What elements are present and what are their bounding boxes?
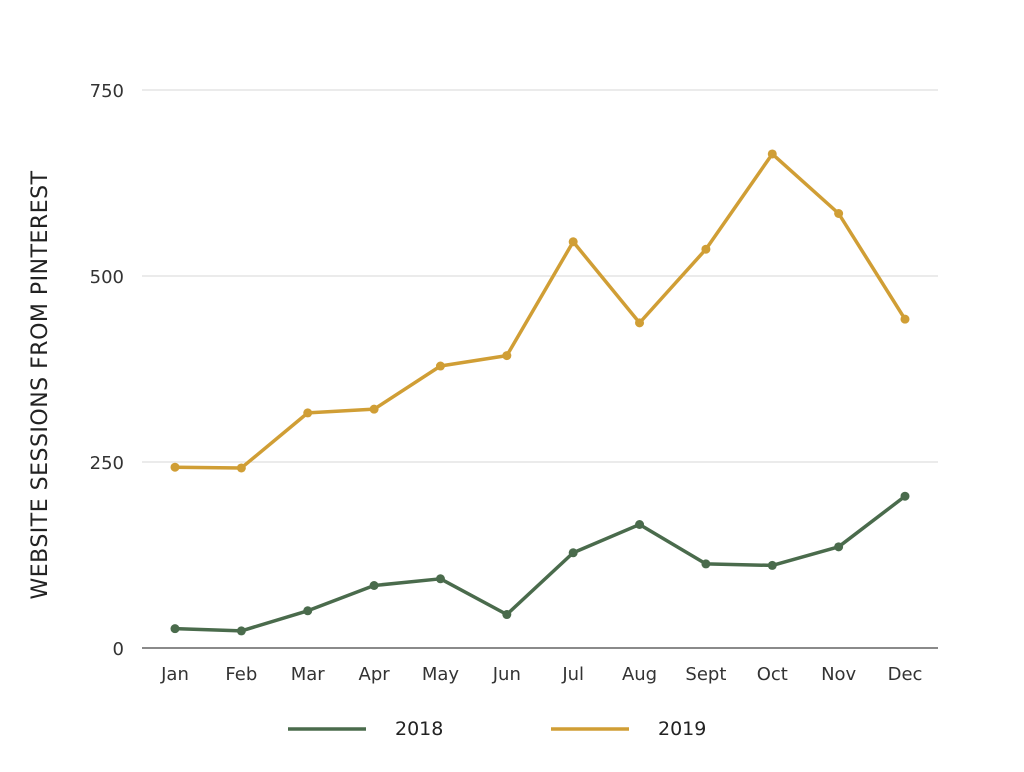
data-point-2019 <box>303 408 313 418</box>
data-point-2019 <box>568 237 578 247</box>
data-point-2018 <box>568 548 578 558</box>
data-point-2018 <box>369 581 379 591</box>
gridlines <box>142 89 938 463</box>
data-point-2018 <box>767 560 777 570</box>
x-tick-label: Jul <box>561 664 584 685</box>
data-point-2019 <box>369 404 379 414</box>
data-point-2019 <box>900 314 910 324</box>
data-point-2019 <box>635 318 645 328</box>
data-point-2019 <box>170 462 180 472</box>
data-point-2018 <box>900 491 910 501</box>
data-point-2018 <box>236 626 246 636</box>
x-tick-label: Dec <box>888 664 923 685</box>
x-tick-label: May <box>422 664 460 685</box>
data-point-2018 <box>635 519 645 529</box>
data-point-2019 <box>834 209 844 219</box>
y-tick-label: 250 <box>90 453 124 474</box>
legend-label: 2019 <box>658 718 706 740</box>
y-tick-label: 750 <box>90 81 124 102</box>
x-tick-label: Jun <box>492 664 521 685</box>
data-point-2019 <box>435 361 445 371</box>
legend-item-2019: 2019 <box>551 718 706 740</box>
data-point-2019 <box>767 149 777 159</box>
y-tick-label: 500 <box>90 267 124 288</box>
data-point-2019 <box>701 244 711 254</box>
data-point-2018 <box>502 610 512 620</box>
series-2018 <box>170 491 910 636</box>
series-line-2019 <box>173 152 907 470</box>
series-2019 <box>170 149 910 473</box>
series-lines <box>170 149 910 636</box>
legend-item-2018: 2018 <box>288 718 443 740</box>
data-point-2019 <box>236 463 246 473</box>
y-tick-label: 0 <box>113 639 124 660</box>
x-tick-label: Aug <box>622 664 657 685</box>
data-point-2018 <box>834 542 844 552</box>
data-point-2018 <box>435 574 445 584</box>
x-tick-label: Apr <box>359 664 391 685</box>
data-point-2018 <box>303 606 313 616</box>
x-tick-label: Sept <box>685 664 726 685</box>
legend-label: 2018 <box>395 718 443 740</box>
x-tick-label: Jan <box>160 664 189 685</box>
x-tick-label: Oct <box>757 664 788 685</box>
data-point-2018 <box>170 624 180 634</box>
x-tick-label: Mar <box>291 664 326 685</box>
y-axis-label: WEBSITE SESSIONS FROM PINTEREST <box>28 170 53 599</box>
x-tick-label: Feb <box>225 664 257 685</box>
series-line-2018 <box>173 494 907 633</box>
x-tick-label: Nov <box>821 664 856 685</box>
data-point-2018 <box>701 559 711 569</box>
data-point-2019 <box>502 351 512 361</box>
axes: 0 250 500 750 Jan Feb Mar Apr May Jun Jul Aug Sept Oc… <box>90 81 938 685</box>
legend: 2018 2019 <box>288 718 706 740</box>
